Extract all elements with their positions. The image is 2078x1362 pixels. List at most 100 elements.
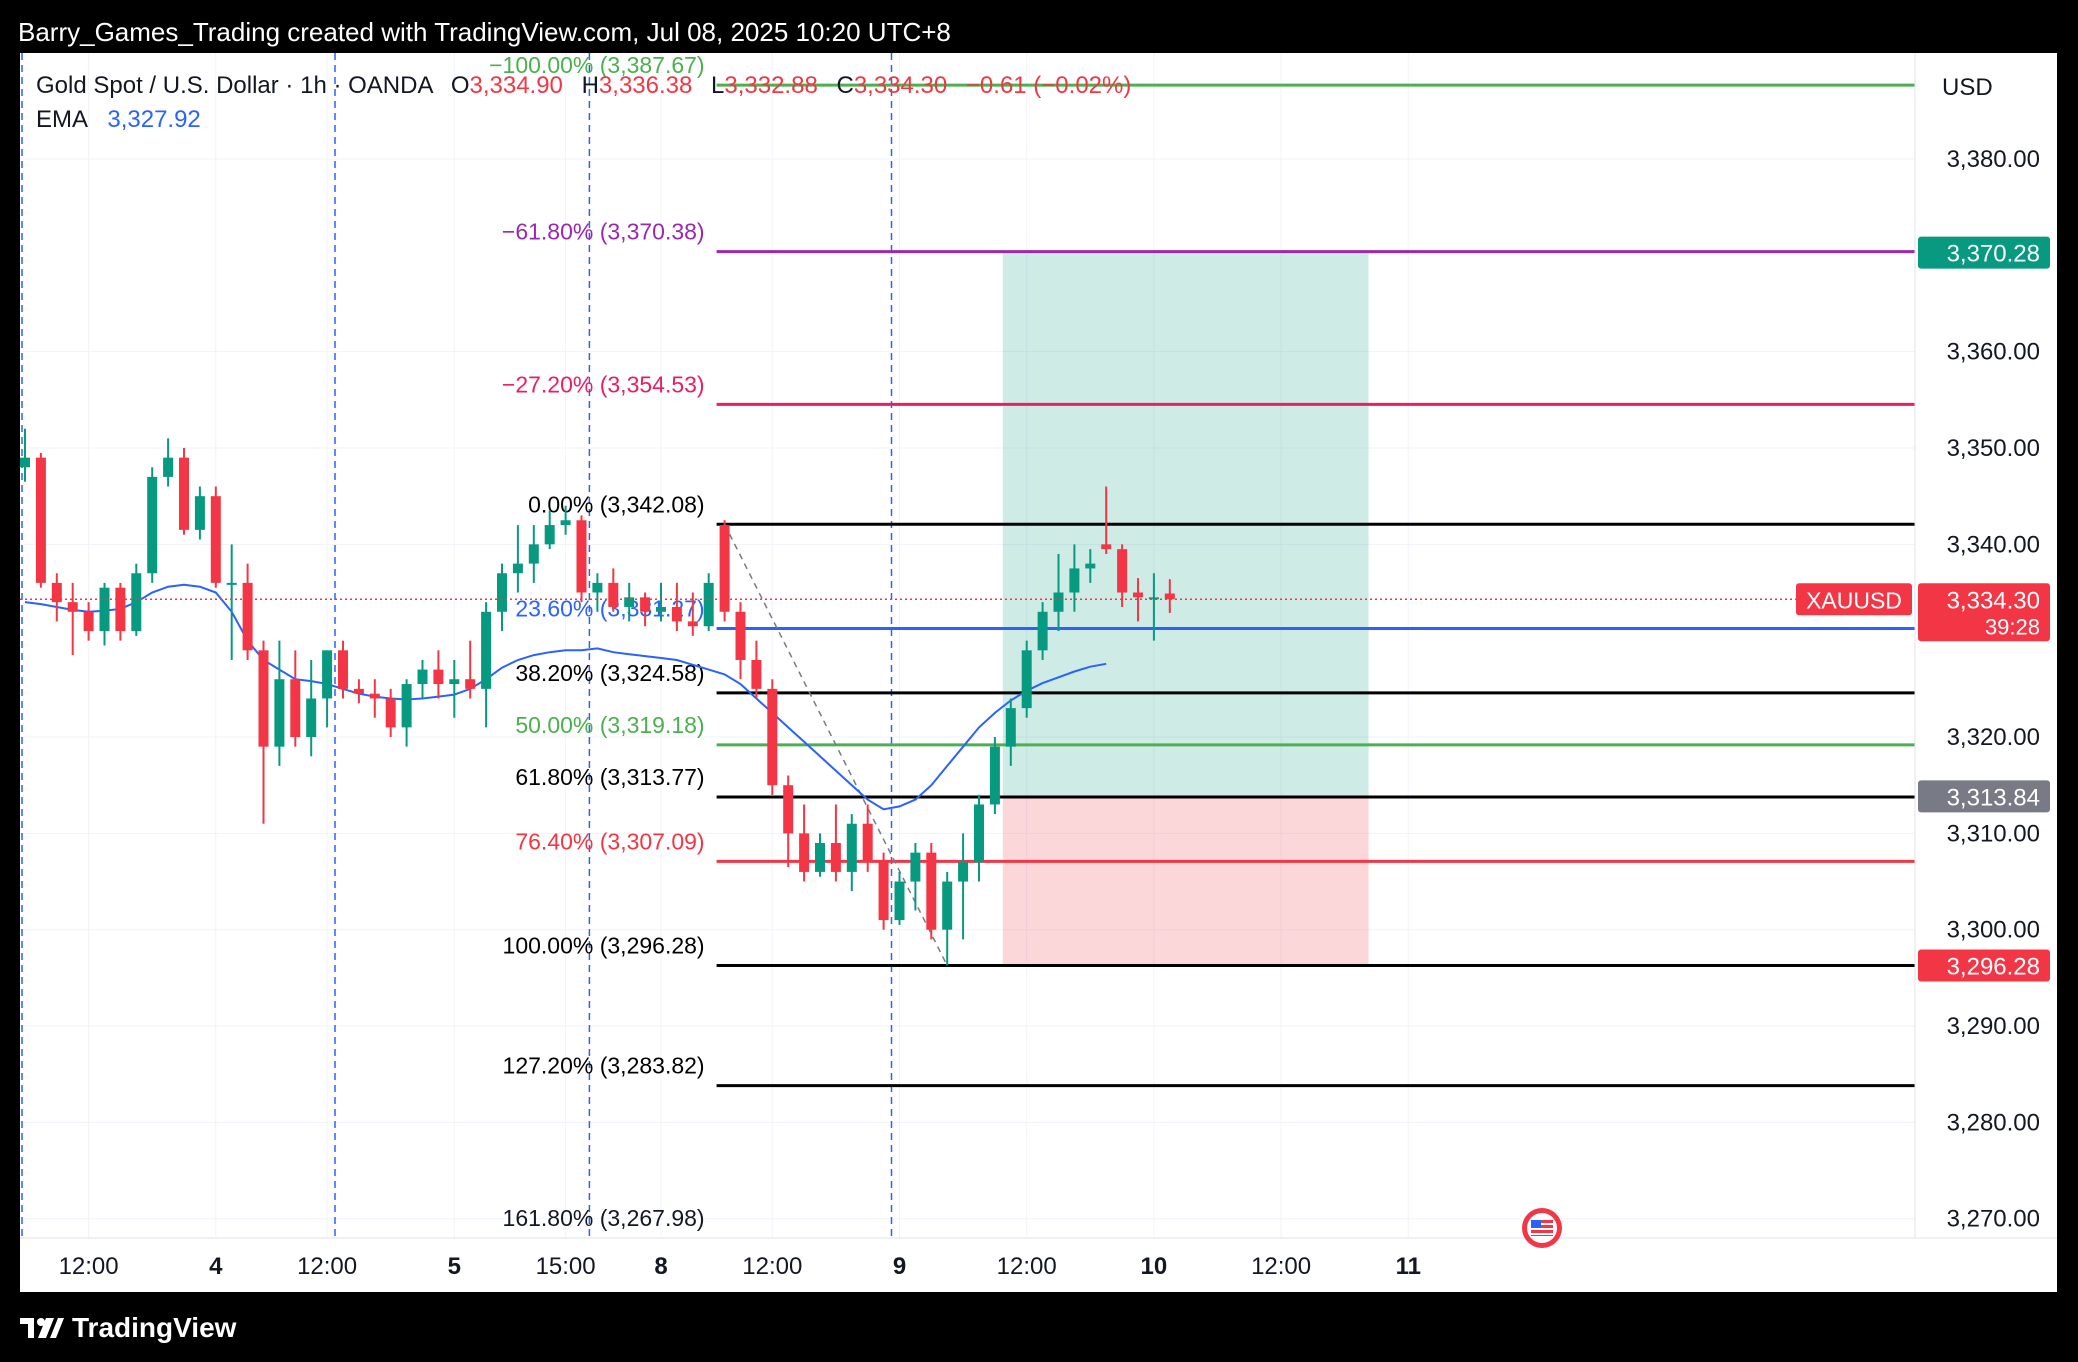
candle-15	[258, 640, 269, 824]
candle-24	[401, 679, 412, 747]
price-tick-8: 3,280.00	[1947, 1109, 2040, 1136]
candle-22	[369, 679, 380, 718]
legend-close-value: 3,334.30	[854, 72, 947, 99]
price-tag-2: 3,296.28	[1918, 949, 2050, 982]
legend-symbol: Gold Spot / U.S. Dollar · 1h · OANDA	[36, 72, 433, 99]
candle-42	[687, 592, 698, 636]
legend-low-value: 3,332.88	[724, 72, 817, 99]
candle-33	[544, 510, 555, 550]
candle-68	[1101, 486, 1112, 554]
candle-66	[1069, 544, 1080, 612]
time-tick-7: 9	[893, 1253, 906, 1280]
candle-35	[576, 515, 587, 603]
bar-countdown: 39:28	[1985, 614, 2040, 639]
svg-text:3,370.28: 3,370.28	[1947, 241, 2040, 268]
candle-48	[783, 775, 794, 868]
chart-header-title: Barry_Games_Trading created with Trading…	[18, 17, 951, 47]
legend-open-label: O	[451, 72, 470, 99]
candle-64	[1037, 602, 1048, 660]
candle-20	[338, 640, 348, 699]
price-tick-9: 3,270.00	[1947, 1206, 2040, 1233]
legend-high-label: H	[582, 72, 599, 99]
time-tick-10: 12:00	[1251, 1253, 1311, 1280]
candle-46	[751, 640, 762, 699]
candle-52	[846, 814, 857, 892]
candle-17	[290, 650, 301, 747]
candles	[20, 428, 1175, 966]
svg-text:3,313.84: 3,313.84	[1947, 784, 2040, 811]
fib-level-label-9: −27.20% (3,354.53)	[502, 371, 705, 397]
footer: TradingView	[20, 1308, 236, 1348]
candle-40	[656, 582, 666, 622]
position-stop-zone[interactable]	[1002, 796, 1369, 966]
candle-8	[147, 467, 158, 583]
candle-51	[830, 804, 841, 882]
candle-10	[179, 448, 189, 535]
candle-6	[115, 582, 126, 641]
session-breaks	[21, 53, 893, 1238]
candle-39	[640, 592, 651, 627]
grid	[20, 53, 1915, 1238]
legend-low-label: L	[711, 72, 724, 99]
candle-70	[1133, 578, 1143, 622]
time-tick-6: 12:00	[742, 1253, 802, 1280]
fib-level-label-5: 50.00% (3,319.18)	[515, 712, 704, 738]
legend-open-value: 3,334.90	[469, 72, 562, 99]
candle-0	[20, 428, 30, 482]
time-axis[interactable]: 12:00 4 12:00 5 15:00 8 12:00 9 12:00 10 12:00 11	[59, 1253, 1421, 1280]
price-chart[interactable]: 161.80% (3,267.98)127.20% (3,283.82)100.…	[20, 52, 2057, 1292]
candle-23	[385, 688, 396, 738]
candle-37	[608, 568, 619, 612]
time-tick-8: 12:00	[997, 1253, 1057, 1280]
candle-71	[1148, 573, 1159, 641]
svg-text:EMA 3,327.92: EMA 3,327.92	[36, 106, 201, 133]
candle-32	[528, 525, 539, 583]
price-tick-7: 3,290.00	[1947, 1013, 2040, 1040]
current-price-value: 3,334.30	[1947, 587, 2040, 614]
fib-level-label-3: 76.40% (3,307.09)	[515, 828, 704, 854]
legend-ema-label: EMA	[36, 106, 88, 133]
ema-line	[24, 583, 1107, 811]
candle-55	[894, 871, 905, 925]
fib-level-label-4: 61.80% (3,313.77)	[515, 764, 704, 790]
candle-5	[99, 582, 110, 646]
candle-43	[703, 573, 714, 632]
svg-text:Gold Spot / U.S. Dollar · 1h ·: Gold Spot / U.S. Dollar · 1h · OANDA O3,…	[36, 72, 1131, 99]
time-tick-3: 5	[448, 1253, 461, 1280]
svg-text:3,296.28: 3,296.28	[1947, 954, 2040, 981]
candle-59	[958, 833, 969, 940]
candle-14	[242, 563, 253, 660]
price-tick-4: 3,320.00	[1947, 724, 2040, 751]
us-flag-event-icon[interactable]	[1522, 1208, 1562, 1248]
candle-12	[210, 486, 221, 588]
price-tick-1: 3,360.00	[1947, 339, 2040, 366]
chart-panel[interactable]: 161.80% (3,267.98) 127.20% (3,283.82) 100.…	[20, 52, 2057, 1292]
candle-69	[1117, 544, 1128, 607]
candle-3	[67, 582, 78, 656]
candle-38	[624, 582, 635, 622]
currency-label[interactable]: USD	[1942, 74, 1993, 101]
symbol-tag: XAUUSD	[1796, 583, 1912, 616]
price-tick-6: 3,300.00	[1947, 917, 2040, 944]
candle-19	[322, 650, 333, 728]
candle-60	[974, 794, 984, 882]
legend-change: −0.61 (−0.02%)	[966, 72, 1131, 99]
candle-30	[497, 563, 507, 632]
candle-4	[83, 602, 94, 641]
candle-57	[926, 843, 937, 940]
symbol-tag-label: XAUUSD	[1806, 587, 1902, 613]
candle-26	[433, 650, 444, 699]
candle-13	[226, 544, 237, 660]
candle-61	[989, 737, 1000, 815]
candle-53	[862, 804, 873, 872]
price-tick-0: 3,380.00	[1947, 146, 2040, 173]
time-tick-1: 4	[209, 1253, 223, 1280]
candle-16	[274, 640, 285, 766]
legend-ema-value: 3,327.92	[107, 106, 200, 133]
fib-trend-line	[723, 523, 948, 966]
time-tick-9: 10	[1141, 1253, 1168, 1280]
candle-44	[719, 520, 730, 622]
candle-21	[353, 679, 364, 704]
